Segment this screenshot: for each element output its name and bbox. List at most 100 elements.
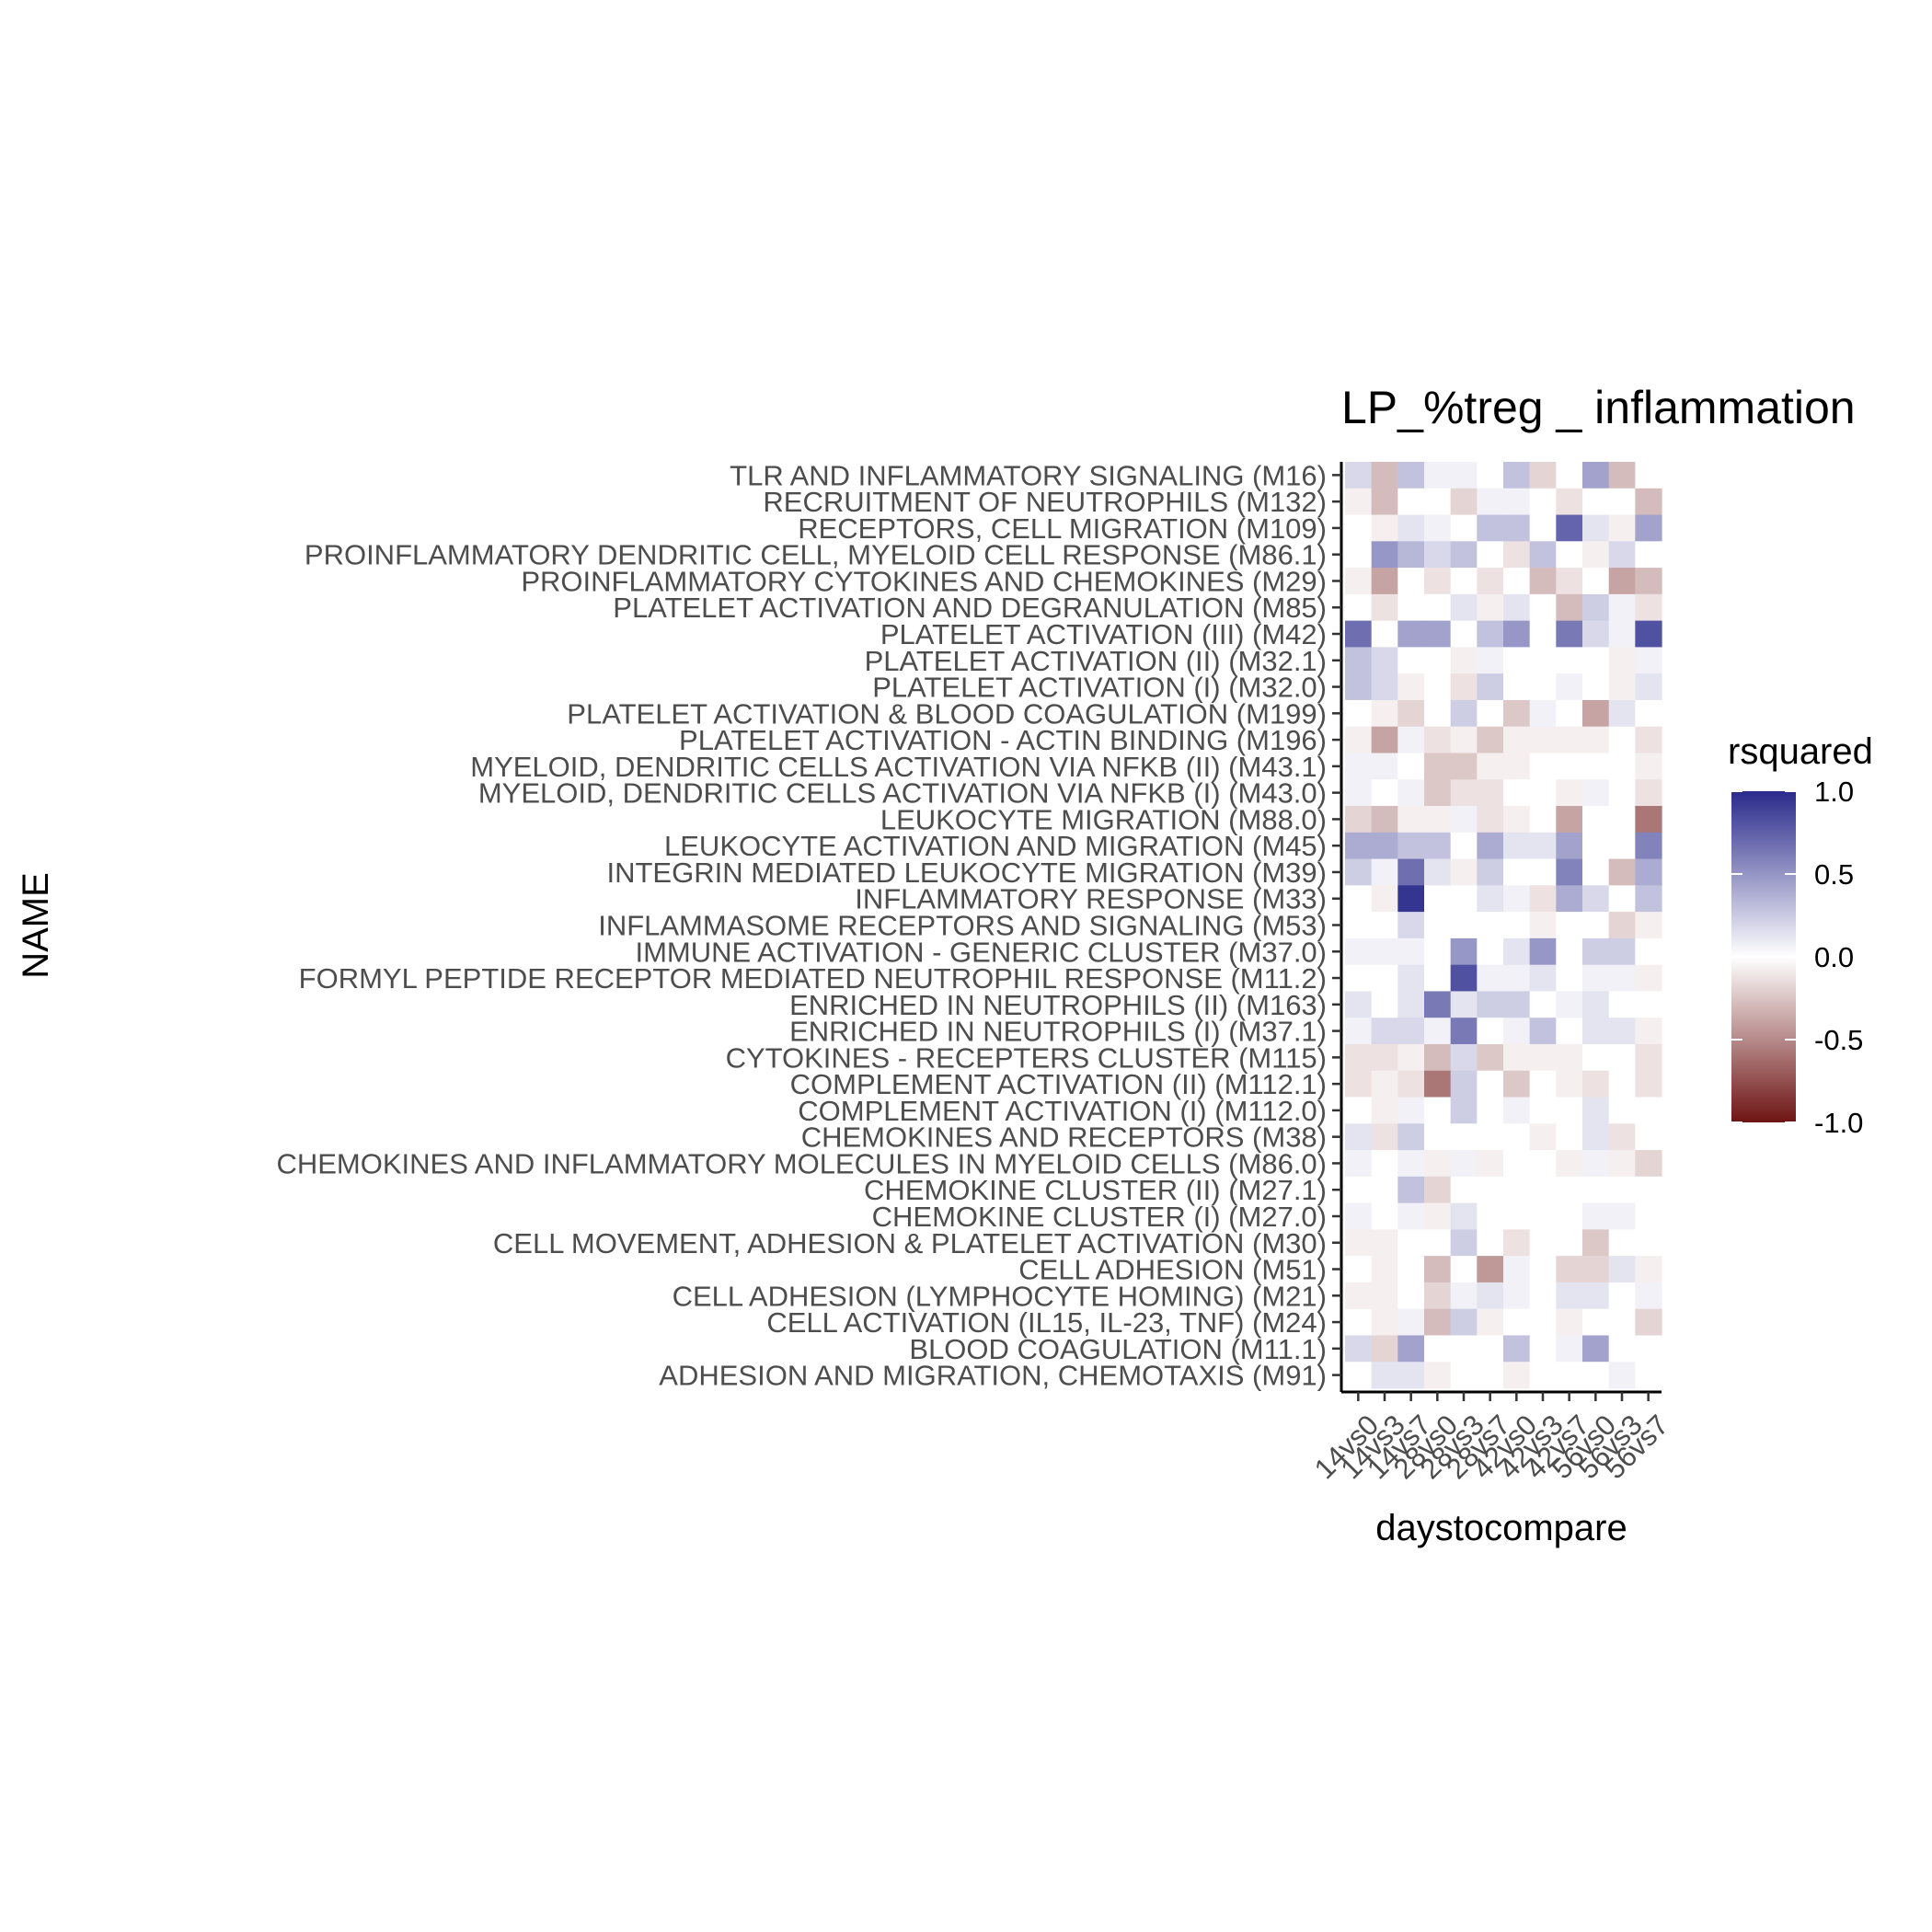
heatmap-cell xyxy=(1556,699,1583,728)
heatmap-cell xyxy=(1529,832,1557,860)
heatmap-cell xyxy=(1635,1308,1662,1337)
heatmap-cell xyxy=(1397,1282,1425,1310)
heatmap-cell xyxy=(1477,1229,1504,1257)
heatmap-cell xyxy=(1345,912,1373,939)
y-tick-label: CELL ADHESION (LYMPHOCYTE HOMING) (M21) xyxy=(673,1280,1327,1312)
heatmap-cell xyxy=(1582,647,1610,674)
heatmap-cell xyxy=(1345,964,1373,993)
heatmap-cell xyxy=(1556,620,1583,648)
heatmap-cell xyxy=(1635,937,1662,966)
heatmap-cell xyxy=(1503,937,1531,966)
heatmap-cell xyxy=(1582,1308,1610,1337)
heatmap-cell xyxy=(1529,1123,1557,1151)
heatmap-cell xyxy=(1582,1256,1610,1283)
heatmap-cell xyxy=(1635,806,1662,834)
heatmap-cell xyxy=(1608,1362,1636,1389)
heatmap-cell xyxy=(1371,541,1398,569)
x-axis-title: daystocompare xyxy=(1375,1508,1627,1548)
heatmap-cell xyxy=(1371,1256,1398,1283)
heatmap-cell xyxy=(1424,1229,1452,1257)
heatmap-cell xyxy=(1556,726,1583,754)
heatmap-cell xyxy=(1477,1043,1504,1072)
y-tick-label: INFLAMMASOME RECEPTORS AND SIGNALING (M5… xyxy=(598,910,1327,942)
heatmap-cell xyxy=(1424,1256,1452,1283)
heatmap-cell xyxy=(1529,1176,1557,1204)
heatmap-cell xyxy=(1608,779,1636,807)
y-tick-label: PLATELET ACTIVATION & BLOOD COAGULATION … xyxy=(567,697,1327,730)
heatmap-cell xyxy=(1582,699,1610,728)
heatmap-cell xyxy=(1450,514,1478,542)
heatmap-cell xyxy=(1529,964,1557,993)
heatmap-cell xyxy=(1503,1362,1531,1389)
heatmap-cell xyxy=(1424,1123,1452,1151)
heatmap-cell xyxy=(1397,699,1425,728)
heatmap-cell xyxy=(1345,462,1373,489)
heatmap-cell xyxy=(1397,620,1425,648)
heatmap-cell xyxy=(1556,673,1583,701)
heatmap-cell xyxy=(1556,1308,1583,1337)
y-tick-label: PROINFLAMMATORY CYTOKINES AND CHEMOKINES… xyxy=(521,565,1327,597)
heatmap-cell xyxy=(1582,541,1610,569)
heatmap-cell xyxy=(1503,1150,1531,1178)
heatmap-cell xyxy=(1345,1070,1373,1098)
x-axis: 14vs014vs314vs728vs028vs328vs742vs042vs3… xyxy=(1308,1390,1674,1485)
heatmap-cell xyxy=(1503,858,1531,886)
heatmap-cell xyxy=(1635,1202,1662,1230)
heatmap-cell xyxy=(1556,1176,1583,1204)
heatmap-cell xyxy=(1503,753,1531,780)
heatmap-cell xyxy=(1450,858,1478,886)
heatmap-cell xyxy=(1556,806,1583,834)
heatmap-cell xyxy=(1450,726,1478,754)
heatmap-cell xyxy=(1371,620,1398,648)
heatmap-cell xyxy=(1582,753,1610,780)
heatmap-cell xyxy=(1556,1097,1583,1124)
heatmap-cell xyxy=(1503,1229,1531,1257)
heatmap-cell xyxy=(1582,832,1610,860)
heatmap-cell xyxy=(1477,753,1504,780)
heatmap-cell xyxy=(1529,1308,1557,1337)
heatmap-cell xyxy=(1529,1335,1557,1363)
heatmap-cell xyxy=(1424,593,1452,622)
heatmap-cell xyxy=(1397,1123,1425,1151)
heatmap-cell xyxy=(1582,1202,1610,1230)
heatmap-cell xyxy=(1397,937,1425,966)
heatmap-cell xyxy=(1397,832,1425,860)
y-tick-label: CELL MOVEMENT, ADHESION & PLATELET ACTIV… xyxy=(493,1227,1327,1259)
heatmap-cell xyxy=(1477,541,1504,569)
heatmap-cell xyxy=(1345,937,1373,966)
heatmap-cell xyxy=(1397,1018,1425,1045)
heatmap-cell xyxy=(1635,1362,1662,1389)
heatmap-cell xyxy=(1397,806,1425,834)
heatmap-cell xyxy=(1608,1123,1636,1151)
heatmap-cell xyxy=(1371,593,1398,622)
heatmap-cell xyxy=(1397,647,1425,674)
y-tick-label: COMPLEMENT ACTIVATION (II) (M112.1) xyxy=(790,1068,1327,1100)
heatmap-cell xyxy=(1582,885,1610,913)
heatmap-cell xyxy=(1397,593,1425,622)
y-tick-label: FORMYL PEPTIDE RECEPTOR MEDIATED NEUTROP… xyxy=(299,962,1327,995)
heatmap-cell xyxy=(1608,593,1636,622)
heatmap-cell xyxy=(1477,673,1504,701)
heatmap-cell xyxy=(1556,858,1583,886)
heatmap-cell xyxy=(1582,1229,1610,1257)
heatmap-cell xyxy=(1635,620,1662,648)
heatmap-cell xyxy=(1556,647,1583,674)
y-tick-label: CELL ACTIVATION (IL15, IL-23, TNF) (M24) xyxy=(766,1306,1327,1339)
heatmap-cell xyxy=(1477,937,1504,966)
heatmap-cell xyxy=(1556,1229,1583,1257)
heatmap-cell xyxy=(1345,673,1373,701)
heatmap-cell xyxy=(1450,1176,1478,1204)
heatmap-cell xyxy=(1635,726,1662,754)
heatmap-cell xyxy=(1556,1043,1583,1072)
heatmap-cell xyxy=(1582,488,1610,516)
heatmap-cell xyxy=(1556,514,1583,542)
heatmap-cell xyxy=(1477,1362,1504,1389)
heatmap-cell xyxy=(1608,620,1636,648)
heatmap-cell xyxy=(1529,514,1557,542)
y-tick-label: PLATELET ACTIVATION (I) (M32.0) xyxy=(872,672,1327,704)
y-tick-label: CYTOKINES - RECEPTERS CLUSTER (M115) xyxy=(726,1041,1327,1074)
heatmap-cell xyxy=(1608,1229,1636,1257)
legend-tick-label: -0.5 xyxy=(1814,1024,1863,1056)
heatmap-cell xyxy=(1529,1070,1557,1098)
heatmap-cell xyxy=(1371,1043,1398,1072)
